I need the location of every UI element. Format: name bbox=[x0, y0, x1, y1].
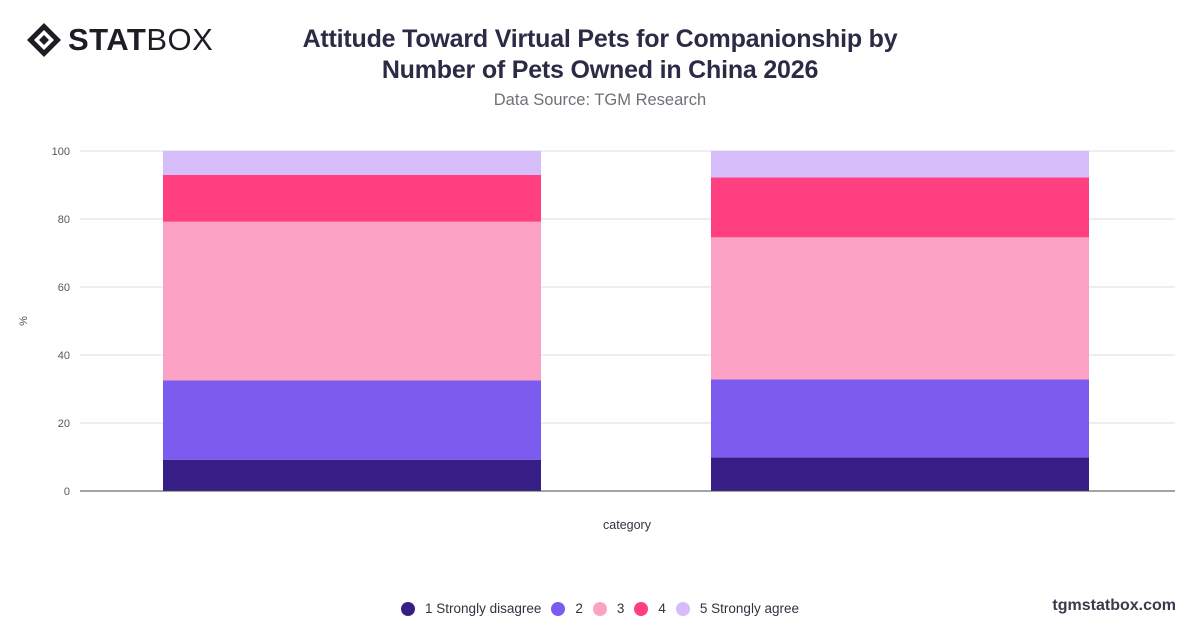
y-tick-label: 20 bbox=[58, 418, 70, 430]
legend-label: 4 bbox=[658, 601, 666, 616]
legend-item[interactable]: 4 bbox=[634, 601, 666, 616]
legend-dot-icon bbox=[592, 601, 607, 616]
legend-dot-icon bbox=[401, 601, 416, 616]
chart-title-line-1: Attitude Toward Virtual Pets for Compani… bbox=[302, 25, 898, 53]
legend-item[interactable]: 2 bbox=[551, 601, 583, 616]
bar-segment bbox=[711, 237, 1089, 380]
bar-segment bbox=[711, 379, 1089, 458]
x-axis-label: category bbox=[603, 518, 652, 532]
legend-label: 3 bbox=[616, 601, 625, 616]
y-tick-label: 0 bbox=[64, 486, 70, 498]
legend-item[interactable]: 1 Strongly disagree bbox=[401, 601, 541, 616]
legend-label: 5 Strongly agree bbox=[699, 601, 799, 616]
chart-title-line-2: Number of Pets Owned in China 2026 bbox=[381, 56, 819, 84]
logo-text: STATBOX bbox=[68, 22, 213, 58]
y-axis-label: % bbox=[18, 316, 30, 326]
y-tick-label: 60 bbox=[58, 282, 70, 294]
bar-segment bbox=[711, 151, 1089, 178]
legend-label: 2 bbox=[575, 601, 583, 616]
legend-item[interactable]: 3 bbox=[592, 601, 625, 616]
bar-segment bbox=[163, 221, 541, 381]
chart-legend: 1 Strongly disagree 2 3 4 5 Strongly agree bbox=[0, 601, 1200, 616]
chart-title: Attitude Toward Virtual Pets for Compani… bbox=[230, 24, 970, 86]
statbox-logo: STATBOX bbox=[26, 22, 213, 58]
y-tick-label: 100 bbox=[52, 146, 70, 158]
chart-subtitle: Data Source: TGM Research bbox=[493, 91, 707, 109]
legend-dot-icon bbox=[551, 601, 566, 616]
footer-url[interactable]: tgmstatbox.com bbox=[1052, 597, 1176, 614]
bar-segment bbox=[163, 459, 541, 491]
bar-segment bbox=[711, 177, 1089, 238]
legend-item[interactable]: 5 Strongly agree bbox=[675, 601, 799, 616]
bar-segment bbox=[163, 151, 541, 175]
logo-text-bold: STAT bbox=[68, 22, 147, 57]
y-tick-label: 40 bbox=[58, 350, 70, 362]
legend-label: 1 Strongly disagree bbox=[425, 601, 542, 616]
bar-segment bbox=[163, 380, 541, 460]
legend-dot-icon bbox=[675, 601, 690, 616]
bar-segment bbox=[711, 457, 1089, 491]
legend-dot-icon bbox=[634, 601, 649, 616]
diamond-logo-icon bbox=[27, 23, 61, 57]
y-tick-label: 80 bbox=[58, 214, 70, 226]
bar-segment bbox=[163, 174, 541, 222]
logo-text-light: BOX bbox=[146, 22, 214, 57]
